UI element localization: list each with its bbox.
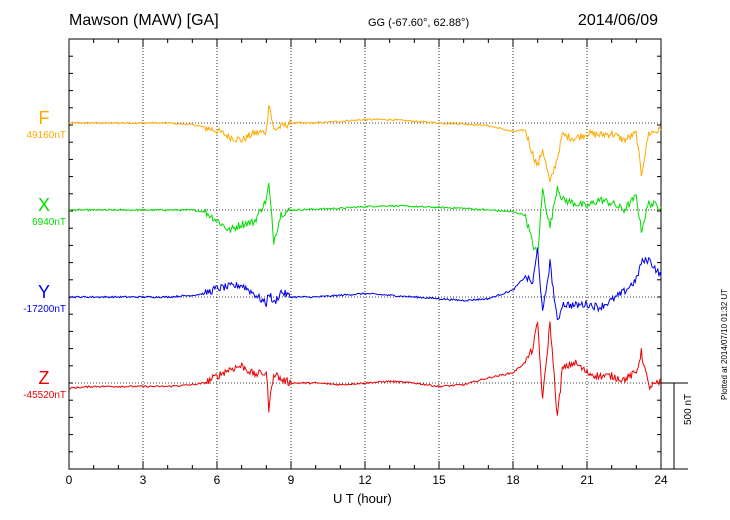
x-tick-label: 21 [580, 473, 594, 487]
plot-frame [68, 38, 662, 470]
x-tick-label: 6 [213, 473, 221, 487]
series-line-y [69, 247, 662, 321]
page-title: Mawson (MAW) [GA] [69, 12, 219, 29]
x-tick-label: 0 [65, 473, 73, 487]
component-label-f: F [38, 108, 50, 128]
baseline-value-x: 6940nT [32, 217, 66, 228]
series-line-z [68, 321, 662, 416]
plotted-timestamp: Plotted at 2014/07/10 01:32 UT [720, 288, 729, 400]
baseline-value-f: 49160nT [26, 130, 66, 141]
x-axis-label: U T (hour) [333, 491, 392, 506]
x-tick-label: 15 [432, 473, 446, 487]
series-line-f [68, 105, 662, 182]
station-coordinates: GG (-67.60°, 62.88°) [368, 17, 470, 29]
series-line-x [68, 182, 662, 255]
x-tick-label: 12 [358, 473, 372, 487]
component-label-y: Y [37, 282, 50, 302]
x-tick-label: 3 [139, 473, 147, 487]
x-tick-label: 18 [506, 473, 520, 487]
component-label-x: X [37, 195, 50, 215]
baseline-value-z: -45520nT [23, 390, 66, 401]
scale-bar-label: 500 nT [683, 393, 694, 425]
x-tick-label: 9 [287, 473, 295, 487]
baseline-value-y: -17200nT [23, 304, 66, 315]
plot-date: 2014/06/09 [577, 12, 658, 29]
x-tick-label: 24 [654, 473, 668, 487]
component-label-z: Z [38, 368, 50, 388]
